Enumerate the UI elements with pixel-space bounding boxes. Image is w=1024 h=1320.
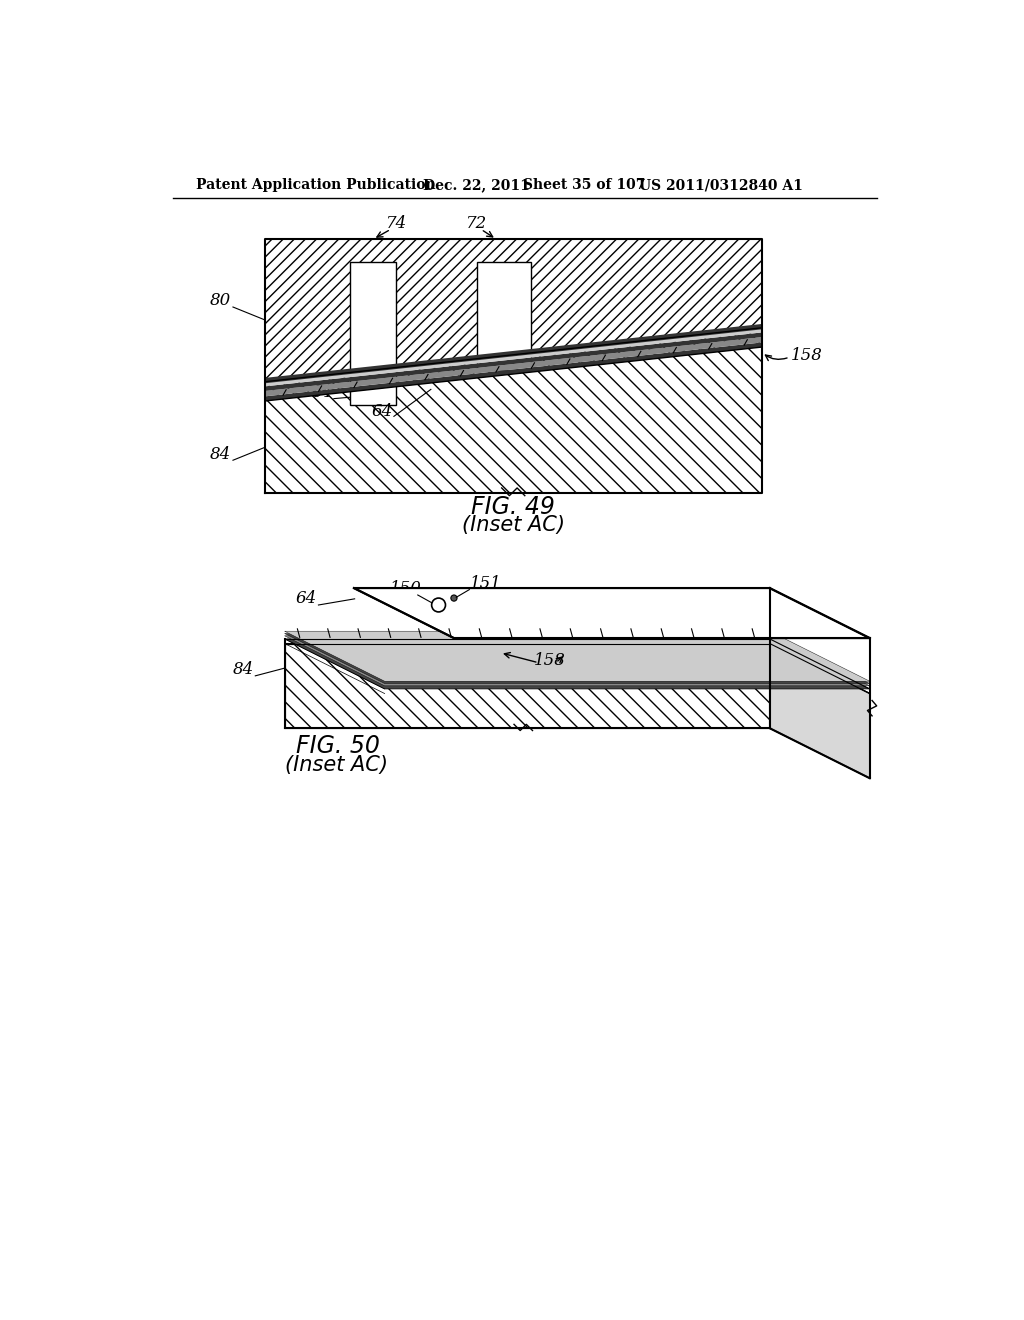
Polygon shape [477, 263, 531, 370]
Circle shape [451, 595, 457, 601]
Polygon shape [265, 323, 762, 383]
Text: 150: 150 [390, 579, 422, 597]
Polygon shape [265, 333, 762, 391]
Text: 64: 64 [296, 590, 316, 607]
Text: 64: 64 [371, 404, 392, 420]
Text: 80: 80 [210, 292, 230, 309]
Text: 74: 74 [386, 215, 407, 232]
Text: (Inset AC): (Inset AC) [285, 755, 387, 775]
Polygon shape [285, 639, 869, 689]
Text: Sheet 35 of 107: Sheet 35 of 107 [523, 178, 646, 193]
Text: FIG. 49: FIG. 49 [471, 495, 555, 519]
Text: (Inset AC): (Inset AC) [462, 515, 565, 535]
Text: FIG. 50: FIG. 50 [296, 734, 380, 758]
Polygon shape [265, 342, 762, 401]
Circle shape [432, 598, 445, 612]
Polygon shape [265, 239, 762, 401]
Text: 158: 158 [535, 652, 566, 669]
Text: Patent Application Publication: Patent Application Publication [196, 178, 435, 193]
Text: 64: 64 [311, 384, 333, 401]
Text: 158: 158 [792, 347, 823, 364]
Text: 72: 72 [467, 215, 487, 232]
Polygon shape [265, 327, 762, 387]
Polygon shape [770, 644, 869, 779]
Polygon shape [285, 631, 869, 681]
Text: 84: 84 [210, 446, 230, 463]
Text: 151: 151 [469, 576, 501, 593]
Polygon shape [350, 263, 396, 405]
Text: US 2011/0312840 A1: US 2011/0312840 A1 [639, 178, 803, 193]
Polygon shape [285, 634, 869, 684]
Polygon shape [265, 337, 762, 396]
Polygon shape [354, 589, 869, 638]
Polygon shape [265, 327, 762, 494]
Polygon shape [285, 644, 770, 729]
Polygon shape [285, 644, 869, 693]
Text: 84: 84 [232, 661, 254, 678]
Polygon shape [285, 636, 869, 686]
Text: Dec. 22, 2011: Dec. 22, 2011 [423, 178, 530, 193]
